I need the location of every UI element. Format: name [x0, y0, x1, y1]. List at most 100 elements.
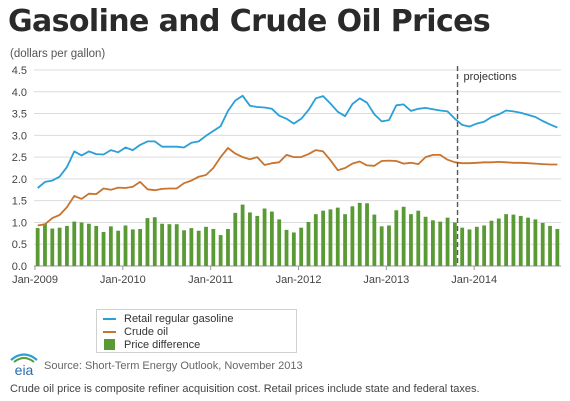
bar-price-difference — [255, 215, 260, 266]
y-tick-label: 0.5 — [12, 239, 27, 251]
bar-price-difference — [401, 206, 406, 266]
bar-price-difference — [431, 220, 435, 266]
legend-label-difference: Price difference — [124, 338, 201, 351]
bar-price-difference — [357, 202, 362, 266]
bar-price-difference — [116, 230, 121, 266]
bar-price-difference — [145, 218, 150, 266]
bar-price-difference — [555, 228, 560, 266]
logo-text: eia — [15, 362, 34, 377]
bar-price-difference — [35, 228, 40, 266]
bar-price-difference — [350, 206, 355, 266]
bar-price-difference — [182, 230, 186, 266]
bar-price-difference — [467, 229, 472, 266]
x-tick-label: Jan-2012 — [276, 274, 322, 286]
bar-price-difference — [328, 209, 333, 266]
x-tick-label: Jan-2011 — [188, 274, 233, 286]
bar-price-difference — [306, 222, 311, 266]
x-tick-label: Jan-2009 — [12, 274, 58, 286]
logo-arc-green — [13, 357, 35, 363]
bar-price-difference — [94, 225, 99, 266]
bar-price-difference — [248, 212, 252, 266]
bar-price-difference — [445, 217, 450, 266]
bar-price-difference — [379, 226, 384, 266]
bar-price-difference — [335, 207, 340, 266]
bar-price-difference — [313, 214, 318, 266]
bar-price-difference — [79, 222, 84, 266]
bar-price-difference — [526, 217, 530, 266]
bar-price-difference — [299, 227, 304, 266]
bar-price-difference — [372, 214, 377, 266]
bar-price-difference — [540, 222, 545, 266]
bar-price-difference — [452, 222, 457, 266]
bar-price-difference — [496, 218, 501, 266]
bar-price-difference — [101, 232, 106, 266]
bar-price-difference — [489, 220, 494, 266]
bar-price-difference — [167, 224, 172, 266]
bar-price-difference — [387, 225, 391, 266]
eia-logo: eia — [10, 353, 38, 377]
bar-price-difference — [211, 228, 216, 266]
bar-price-difference — [474, 226, 479, 266]
chart-title: Gasoline and Crude Oil Prices — [8, 4, 491, 39]
line-crude-oil — [37, 147, 558, 227]
y-tick-label: 1.0 — [12, 217, 27, 229]
bar-price-difference — [548, 225, 552, 266]
bar-price-difference — [218, 235, 223, 266]
bar-price-difference — [262, 208, 267, 266]
bar-price-difference — [518, 215, 523, 266]
bar-price-difference — [152, 217, 157, 266]
bar-price-difference — [57, 227, 62, 266]
bar-price-difference — [482, 225, 487, 266]
footnote: Crude oil price is composite refiner acq… — [10, 383, 480, 395]
bar-price-difference — [50, 228, 55, 266]
legend-swatch-difference — [104, 339, 115, 350]
bar-price-difference — [196, 230, 201, 266]
bar-price-difference — [269, 211, 274, 266]
x-tick-label: Jan-2013 — [363, 274, 409, 286]
chart-legend: Retail regular gasoline Crude oil Price … — [96, 309, 297, 353]
bar-price-difference — [160, 223, 164, 266]
bar-price-difference — [123, 225, 128, 266]
bar-price-difference — [533, 219, 538, 266]
bar-price-difference — [233, 212, 238, 266]
bar-price-difference — [284, 229, 289, 266]
bar-price-difference — [438, 221, 443, 266]
legend-label-crude: Crude oil — [124, 325, 169, 338]
price-chart: 0.0 0.5 1.0 1.5 2.0 2.5 3.0 3.5 4.0 4.5 Jan-2009 Ja… — [12, 65, 561, 286]
bar-price-difference — [416, 210, 421, 266]
projection-label: projections — [464, 71, 518, 83]
y-tick-label: 0.0 — [12, 261, 27, 273]
bar-price-difference — [138, 228, 143, 266]
bar-price-difference — [65, 225, 69, 266]
legend-item-difference: Price difference — [103, 338, 200, 351]
bar-price-difference — [423, 216, 428, 266]
bar-price-difference — [504, 214, 509, 266]
y-tick-label: 3.5 — [12, 109, 27, 121]
bar-price-difference — [409, 214, 413, 266]
source-note: Source: Short-Term Energy Outlook, Novem… — [44, 360, 303, 372]
y-tick-label: 4.0 — [12, 87, 27, 99]
y-tick-label: 2.5 — [12, 152, 27, 164]
legend-item-gasoline: Retail regular gasoline — [103, 312, 233, 325]
y-tick-label: 4.5 — [12, 65, 27, 77]
bar-price-difference — [130, 229, 135, 266]
bar-price-difference — [511, 214, 516, 266]
logo-arc-blue — [10, 353, 38, 361]
bar-price-difference — [108, 226, 113, 266]
legend-swatch-crude — [103, 330, 116, 333]
x-tick-label: Jan-2010 — [100, 274, 146, 286]
bar-price-difference — [204, 226, 208, 266]
bar-price-difference — [321, 210, 326, 266]
bar-price-difference — [226, 228, 230, 266]
legend-swatch-gasoline — [103, 317, 116, 320]
bar-price-difference — [365, 203, 369, 266]
bar-price-difference — [343, 214, 347, 266]
y-tick-label: 3.0 — [12, 130, 27, 142]
legend-label-gasoline: Retail regular gasoline — [124, 312, 234, 325]
bar-price-difference — [189, 228, 194, 266]
y-tick-label: 1.5 — [12, 196, 27, 208]
bar-price-difference — [43, 223, 47, 266]
line-retail-gasoline — [37, 94, 558, 189]
x-tick-label: Jan-2014 — [451, 274, 497, 286]
bar-price-difference — [72, 221, 77, 266]
